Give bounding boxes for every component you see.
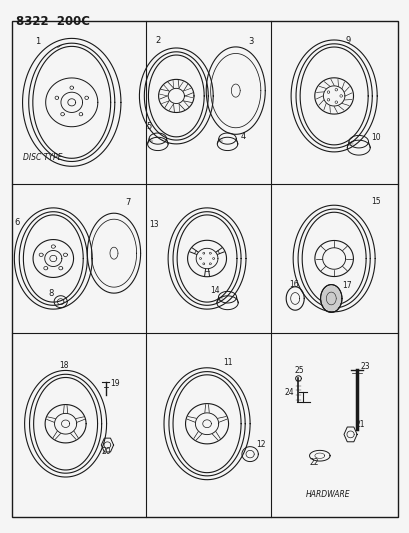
Text: 8322  200C: 8322 200C [16, 15, 90, 28]
Text: 25: 25 [294, 366, 303, 375]
Text: 3: 3 [247, 37, 253, 46]
Text: 13: 13 [149, 220, 159, 229]
Text: 22: 22 [309, 458, 318, 467]
Text: 19: 19 [110, 379, 119, 389]
Text: 10: 10 [370, 133, 380, 142]
Text: 14: 14 [209, 286, 219, 295]
Text: 21: 21 [355, 421, 364, 430]
Text: 18: 18 [59, 361, 69, 370]
Text: 11: 11 [223, 358, 232, 367]
Ellipse shape [321, 287, 340, 310]
Text: 8: 8 [48, 289, 54, 298]
Text: DISC TYPE: DISC TYPE [22, 153, 62, 162]
Text: 16: 16 [288, 280, 298, 289]
Text: 2: 2 [155, 36, 161, 45]
Text: 23: 23 [360, 362, 369, 371]
Text: 4: 4 [240, 132, 246, 141]
Text: 24: 24 [284, 389, 294, 398]
Text: 12: 12 [256, 440, 265, 449]
Text: 7: 7 [125, 198, 130, 207]
Text: 6: 6 [14, 218, 20, 227]
Text: 15: 15 [370, 197, 380, 206]
Text: HARDWARE: HARDWARE [305, 490, 349, 499]
Text: 1: 1 [35, 37, 40, 46]
Text: 5: 5 [146, 122, 152, 131]
Text: 17: 17 [342, 281, 351, 290]
Text: 20: 20 [101, 447, 111, 456]
Text: 9: 9 [344, 36, 350, 45]
